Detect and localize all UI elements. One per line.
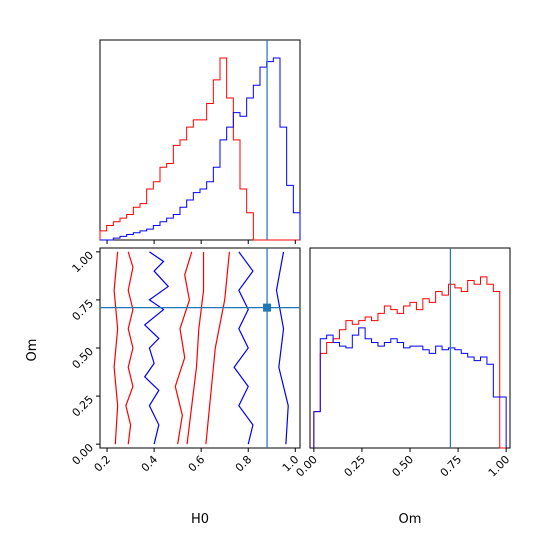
contour-b-line bbox=[233, 251, 254, 445]
h0-marginal-panel bbox=[99, 39, 301, 244]
h0-histogram-series-a bbox=[99, 57, 300, 241]
h0-hist-a-line bbox=[99, 57, 300, 241]
h0-tick-label: 0.6 bbox=[186, 453, 208, 475]
h0-histogram-series-b bbox=[100, 57, 301, 241]
om-y-tick-label: 0.75 bbox=[70, 297, 97, 324]
y-axis-label-om: Om bbox=[25, 339, 40, 362]
om-histogram-series-b bbox=[313, 327, 507, 448]
om-y-tick-label: 0.50 bbox=[70, 345, 97, 372]
om-y-tick-label: 1.00 bbox=[70, 249, 97, 276]
contour-b-line bbox=[275, 251, 289, 445]
om-y-tick-label: 0.25 bbox=[70, 393, 97, 420]
contour-b-line bbox=[143, 251, 170, 445]
om-x-ticks: 0.00 0.25 0.50 0.75 1.00 bbox=[293, 448, 512, 479]
contours-series-b bbox=[143, 251, 289, 445]
joint-x-ticks: 0.2 0.4 0.6 0.8 1.0 bbox=[92, 448, 301, 475]
contour-a-line bbox=[186, 251, 205, 445]
truth-marker bbox=[263, 303, 272, 312]
contour-a-line bbox=[125, 251, 134, 445]
joint-frame bbox=[99, 247, 301, 449]
om-tick-label: 0.50 bbox=[390, 453, 417, 480]
contour-a-line bbox=[113, 251, 119, 445]
h0-tick-label: 0.4 bbox=[139, 453, 161, 475]
om-hist-b-line bbox=[313, 327, 507, 448]
h0-marginal-frame bbox=[99, 39, 301, 241]
om-marginal-panel: 0.00 0.25 0.50 0.75 1.00 bbox=[293, 247, 512, 479]
x-axis-label-h0: H0 bbox=[191, 512, 209, 527]
h0-tick-label: 0.8 bbox=[233, 453, 255, 475]
contour-a-line bbox=[174, 251, 193, 445]
contour-a-line bbox=[205, 251, 231, 445]
om-tick-label: 0.00 bbox=[293, 453, 320, 480]
om-histogram-series-a bbox=[313, 276, 507, 449]
h0-hist-b-line bbox=[100, 57, 301, 241]
joint-y-ticks: 0.000.250.500.751.00 bbox=[70, 249, 100, 468]
om-tick-label: 0.75 bbox=[438, 453, 465, 480]
h0-top-panel-ticks bbox=[106, 240, 296, 244]
om-hist-a-line bbox=[313, 276, 507, 449]
joint-panel: 0.2 0.4 0.6 0.8 1.0 0.000.250.500.751.00 bbox=[70, 247, 301, 475]
h0-tick-label: 0.2 bbox=[92, 453, 114, 475]
om-tick-label: 1.00 bbox=[486, 453, 513, 480]
x-axis-label-om: Om bbox=[399, 512, 422, 527]
contours-series-a bbox=[113, 251, 231, 445]
om-tick-label: 0.25 bbox=[342, 453, 369, 480]
